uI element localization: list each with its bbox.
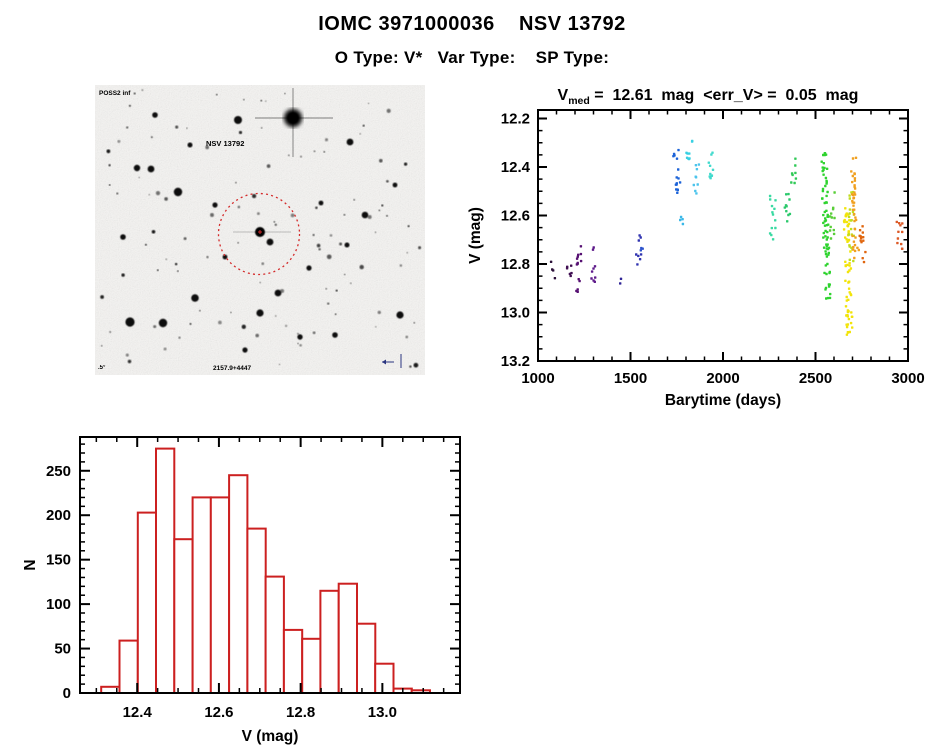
- light-curve-title: Vmed = 12.61 mag <err_V> = 0.05 mag: [476, 87, 940, 107]
- lc-x-tick-label: 2500: [799, 370, 832, 387]
- hist-x-tick-label: 13.0: [368, 704, 397, 721]
- lc-x-tick-label: 1000: [521, 370, 554, 387]
- lc-x-tick-label: 1500: [614, 370, 647, 387]
- finding-chart-image: NSV 13792 POSS2 inf 2157.9+4447 .5°: [95, 85, 425, 375]
- plate-label: 2157.9+4447: [213, 365, 252, 372]
- hist-bar: [282, 628, 304, 694]
- survey-label: POSS2 inf: [99, 90, 131, 97]
- hist-x-tick-label: 12.4: [123, 704, 153, 721]
- hist-bar: [356, 622, 377, 694]
- compass-icon: [382, 354, 402, 368]
- hist-x-axis-label: V (mag): [242, 728, 299, 745]
- hist-axes: [79, 436, 461, 694]
- hist-bar: [118, 639, 139, 695]
- lc-x-tick-label: 3000: [891, 370, 924, 387]
- vmed-subscript: med: [568, 95, 590, 108]
- histogram-plot: 12.4 12.6 12.8 13.0 0 50 100 150 200 250 V (mag) N: [22, 436, 461, 745]
- target-name-label: NSV 13792: [206, 139, 244, 148]
- lc-x-tick-label: 2000: [706, 370, 739, 387]
- hist-bar: [173, 538, 194, 694]
- hist-x-tick-label: 12.6: [204, 704, 233, 721]
- hist-bar: [374, 662, 395, 694]
- vmed-symbol: V: [557, 87, 569, 104]
- lc-y-tick-label: 13.0: [501, 304, 530, 321]
- vmed-values: = 12.61 mag <err_V> = 0.05 mag: [589, 87, 859, 104]
- hist-bar: [209, 496, 231, 695]
- hist-y-tick-label: 100: [46, 596, 71, 613]
- scale-label: .5°: [98, 365, 106, 371]
- hist-y-tick-label: 50: [54, 641, 71, 658]
- lc-data-points: [549, 139, 904, 336]
- hist-bar: [191, 496, 212, 695]
- lc-y-tick-label: 12.4: [501, 159, 531, 176]
- hist-bar: [337, 582, 359, 694]
- hist-bars: [100, 447, 432, 695]
- hist-bar: [246, 527, 267, 694]
- hist-bar: [319, 589, 340, 694]
- hist-y-tick-label: 0: [63, 685, 71, 702]
- bright-star: [255, 88, 333, 157]
- target-circle: [217, 192, 301, 276]
- light-curve-plot: 1000 1500 2000 2500 3000 12.2 12.4 12.6 12.8 13.0…: [467, 109, 925, 409]
- lc-y-tick-label: 12.8: [501, 256, 530, 273]
- hist-y-tick-label: 150: [46, 552, 71, 569]
- object-type-line: O Type: V* Var Type: SP Type:: [334, 48, 610, 67]
- hist-bar: [301, 637, 322, 695]
- lc-y-tick-label: 12.6: [501, 207, 530, 224]
- page-title: IOMC 3971000036 NSV 13792: [318, 13, 626, 35]
- hist-y-axis-label: N: [22, 559, 39, 570]
- hist-x-tick-label: 12.8: [286, 704, 315, 721]
- star-field: [100, 89, 422, 368]
- lc-y-tick-label: 13.2: [501, 353, 530, 370]
- hist-bar: [136, 511, 158, 694]
- hist-bar: [155, 447, 176, 694]
- hist-bar: [264, 575, 285, 695]
- lc-y-axis-label: V (mag): [467, 207, 484, 264]
- hist-y-tick-label: 200: [46, 507, 71, 524]
- lc-x-axis-label: Barytime (days): [665, 392, 781, 409]
- hist-y-tick-label: 250: [46, 463, 71, 480]
- hist-bar: [228, 474, 249, 695]
- lc-axes: [537, 109, 909, 362]
- lc-y-tick-label: 12.2: [501, 110, 530, 127]
